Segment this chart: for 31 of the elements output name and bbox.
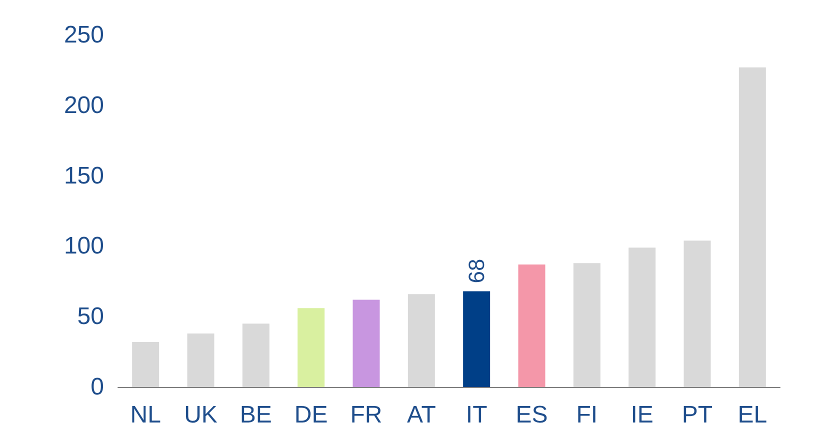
bar bbox=[684, 240, 711, 387]
x-tick-label: FI bbox=[576, 402, 598, 428]
bar bbox=[463, 291, 490, 387]
bar bbox=[573, 263, 600, 387]
y-tick-label: 250 bbox=[64, 22, 104, 48]
bar bbox=[298, 308, 325, 387]
x-tick-label: ES bbox=[516, 402, 548, 428]
bar bbox=[352, 300, 380, 387]
x-tick-label: AT bbox=[406, 402, 436, 428]
x-tick-label: UK bbox=[184, 402, 218, 428]
bar bbox=[132, 342, 160, 387]
x-tick-label: IE bbox=[630, 402, 654, 428]
x-tick-label: NL bbox=[130, 402, 161, 428]
y-tick-label: 100 bbox=[64, 232, 104, 260]
y-tick-label: 200 bbox=[64, 92, 104, 119]
y-tick-label: 0 bbox=[90, 374, 104, 400]
bar bbox=[738, 67, 766, 387]
x-tick-label: BE bbox=[240, 402, 272, 428]
x-tick-label: PT bbox=[682, 402, 713, 428]
y-tick-label: 50 bbox=[77, 303, 104, 330]
x-tick-label: EL bbox=[738, 402, 768, 428]
x-tick-label: IT bbox=[466, 402, 488, 428]
bar bbox=[408, 294, 435, 387]
y-tick-label: 150 bbox=[64, 162, 104, 190]
bar bbox=[187, 333, 214, 387]
x-tick-label: DE bbox=[294, 402, 328, 428]
bar bbox=[628, 248, 656, 387]
x-tick-label: FR bbox=[350, 402, 382, 428]
data-label: 68 bbox=[464, 258, 490, 284]
bar bbox=[242, 324, 270, 387]
bar bbox=[518, 264, 546, 387]
